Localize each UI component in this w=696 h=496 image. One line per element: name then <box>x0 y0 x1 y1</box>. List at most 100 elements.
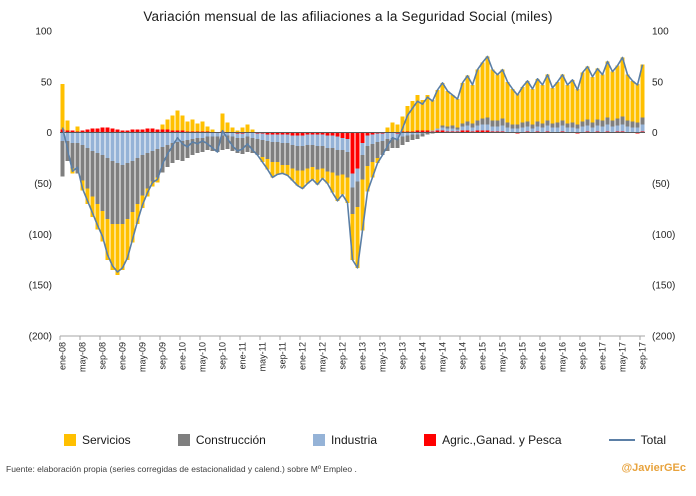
bar-segment <box>600 74 605 121</box>
bar-segment <box>290 144 295 169</box>
x-tick-label: may-08 <box>78 342 88 372</box>
bar-segment <box>230 136 235 151</box>
bar-segment <box>440 82 445 126</box>
bar-segment <box>370 143 375 163</box>
bar-segment <box>325 171 330 184</box>
x-tick-label: ene-13 <box>358 342 368 370</box>
bar-segment <box>270 134 275 142</box>
bar-segment <box>525 126 530 132</box>
bar-segment <box>110 224 115 270</box>
bar-segment <box>255 133 260 139</box>
y-tick-label-left: 0 <box>46 128 52 139</box>
bar-segment <box>180 130 185 133</box>
legend-box-marker <box>424 434 437 446</box>
bar-segment <box>140 129 145 133</box>
bar-segment <box>380 140 385 156</box>
bar-segment <box>330 147 335 173</box>
bar-segment <box>470 84 475 124</box>
bar-segment <box>120 224 125 270</box>
bar-segment <box>115 163 120 225</box>
bar-segment <box>240 127 245 133</box>
source-note: Fuente: elaboración propia (series corre… <box>6 464 357 474</box>
bar-segment <box>325 135 330 148</box>
bar-segment <box>410 132 415 135</box>
bar-segment <box>395 133 400 139</box>
bar-segment <box>430 131 435 133</box>
x-tick-label: may-12 <box>318 342 328 372</box>
bar-segment <box>190 138 195 156</box>
bar-segment <box>60 140 65 177</box>
bar-segment <box>460 126 465 131</box>
bar-segment <box>90 150 95 197</box>
bar-segment <box>145 153 150 189</box>
bar-segment <box>240 133 245 138</box>
bar-segment <box>600 126 605 133</box>
bar-segment <box>575 124 580 129</box>
bar-segment <box>490 131 495 133</box>
bar-segment <box>525 121 530 127</box>
bar-segment <box>60 132 65 141</box>
x-tick-label: sep-08 <box>98 342 108 370</box>
bar-segment <box>635 132 640 134</box>
legend-item-construcci-n: Construcción <box>177 433 266 447</box>
bar-segment <box>630 80 635 122</box>
bar-segment <box>340 132 345 138</box>
bar-segment <box>360 179 365 231</box>
bar-segment <box>415 132 420 135</box>
bar-segment <box>365 166 370 192</box>
x-tick-label: ene-10 <box>178 342 188 370</box>
bar-segment <box>95 203 100 230</box>
bar-segment <box>345 177 350 203</box>
x-tick-label: may-17 <box>618 342 628 372</box>
bar-segment <box>420 132 425 134</box>
bar-segment <box>175 130 180 133</box>
bar-segment <box>395 124 400 133</box>
bar-segment <box>285 134 290 143</box>
bar-segment <box>405 135 410 142</box>
bar-segment <box>300 170 305 189</box>
bar-segment <box>375 141 380 159</box>
bar-segment <box>510 128 515 133</box>
bar-segment <box>170 115 175 131</box>
bar-segment <box>395 138 400 148</box>
bar-segment <box>80 144 85 181</box>
bar-segment <box>315 169 320 185</box>
bar-segment <box>565 84 570 124</box>
bar-segment <box>255 138 260 156</box>
bar-segment <box>360 142 365 156</box>
bar-segment <box>235 132 240 134</box>
bar-segment <box>635 83 640 123</box>
bar-segment <box>550 87 555 124</box>
bar-segment <box>185 132 190 140</box>
bar-segment <box>515 128 520 133</box>
bar-segment <box>150 150 155 182</box>
legend-label: Construcción <box>195 433 266 447</box>
bar-segment <box>410 101 415 132</box>
bar-segment <box>545 120 550 126</box>
bar-segment <box>420 133 425 137</box>
bar-segment <box>435 130 440 133</box>
bar-segment <box>75 142 80 174</box>
bar-segment <box>640 117 645 125</box>
bar-segment <box>85 188 90 204</box>
bar-segment <box>90 128 95 133</box>
bar-segment <box>215 132 220 137</box>
bar-segment <box>525 80 530 122</box>
bar-segment <box>135 203 140 225</box>
bar-segment <box>310 134 315 145</box>
bar-segment <box>270 132 275 135</box>
bar-segment <box>150 128 155 133</box>
y-tick-label-right: 100 <box>652 27 669 38</box>
bar-segment <box>255 132 260 134</box>
bar-segment <box>595 68 600 120</box>
bar-segment <box>320 132 325 135</box>
bar-segment <box>555 122 560 128</box>
bar-segment <box>560 120 565 126</box>
bar-segment <box>180 115 185 131</box>
bar-segment <box>575 128 580 133</box>
bar-segment <box>510 88 515 125</box>
bar-segment <box>80 130 85 133</box>
bar-segment <box>440 127 445 131</box>
bar-segment <box>455 129 460 132</box>
